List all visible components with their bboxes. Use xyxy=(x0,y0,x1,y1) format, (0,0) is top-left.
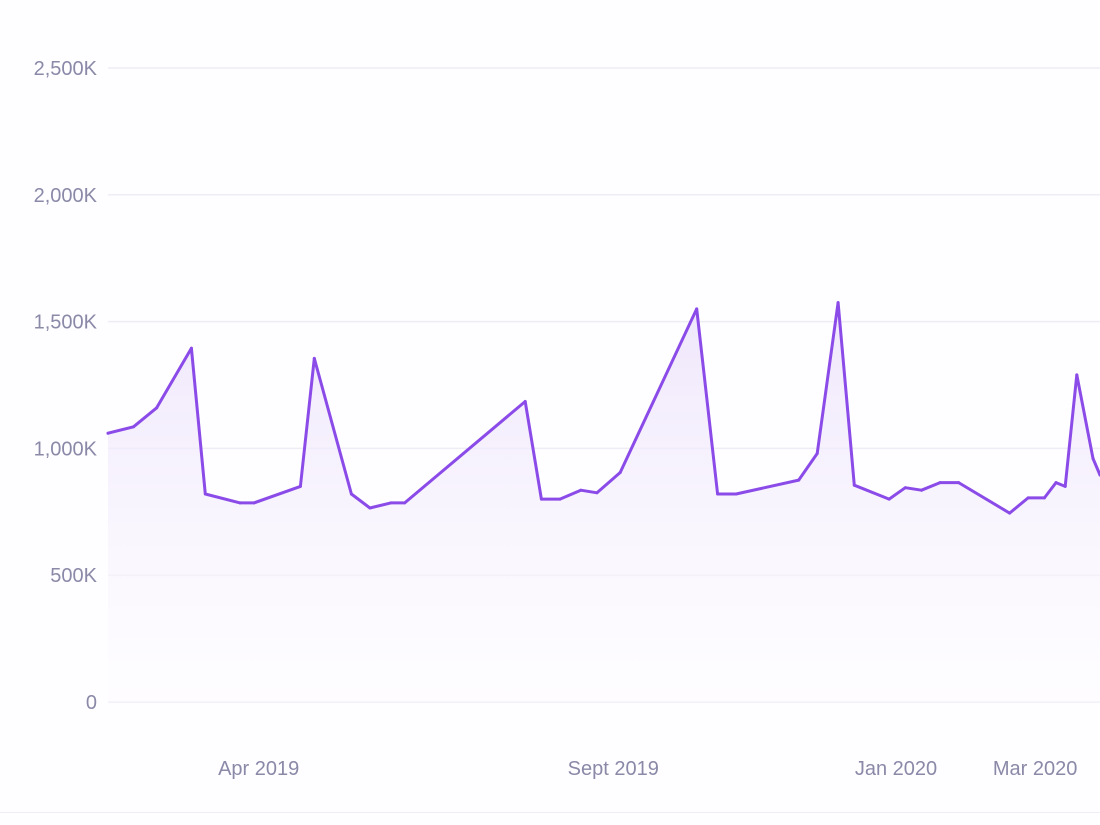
data-point xyxy=(403,501,407,505)
data-point xyxy=(155,406,159,410)
data-point xyxy=(836,301,840,305)
data-point xyxy=(539,497,543,501)
data-point xyxy=(1063,484,1067,488)
data-point xyxy=(523,400,527,403)
x-axis: Apr 2019 Sept 2019 Jan 2020 Mar 2020 xyxy=(218,758,1077,780)
data-point xyxy=(298,484,302,488)
data-point xyxy=(1075,373,1079,377)
data-point xyxy=(920,488,923,492)
data-point xyxy=(349,492,353,496)
y-tick-label: 500K xyxy=(50,565,97,587)
series-line xyxy=(106,301,1100,515)
bottom-divider xyxy=(0,812,1100,813)
data-point xyxy=(815,452,819,455)
data-point xyxy=(734,492,738,496)
data-point xyxy=(203,492,207,496)
series-area xyxy=(108,302,1100,702)
data-point xyxy=(1091,457,1095,460)
y-tick-label: 1,000K xyxy=(34,438,98,460)
data-point xyxy=(957,481,961,485)
data-point xyxy=(106,431,110,435)
y-tick-label: 1,500K xyxy=(34,312,98,334)
data-point xyxy=(132,425,135,429)
data-point xyxy=(312,356,316,360)
x-tick-label: Sept 2019 xyxy=(568,758,659,780)
data-point xyxy=(695,307,699,311)
data-point xyxy=(1008,511,1012,515)
data-point xyxy=(903,486,907,490)
data-point xyxy=(238,501,242,505)
data-point xyxy=(1026,496,1030,500)
data-point xyxy=(579,488,583,492)
data-point xyxy=(189,346,193,350)
y-tick-label: 2,000K xyxy=(34,185,98,207)
x-tick-label: Apr 2019 xyxy=(218,758,299,780)
data-point xyxy=(368,506,372,510)
data-point xyxy=(852,483,856,487)
x-tick-label: Jan 2020 xyxy=(855,758,937,780)
data-point xyxy=(389,501,393,505)
data-point xyxy=(1042,496,1046,500)
y-axis: 0 500K 1,000K 1,500K 2,000K 2,500K xyxy=(34,58,98,714)
data-point xyxy=(716,492,720,496)
data-point xyxy=(887,497,891,501)
data-point xyxy=(1054,481,1058,485)
data-point xyxy=(595,491,599,495)
x-tick-label: Mar 2020 xyxy=(993,758,1078,780)
data-point xyxy=(558,497,562,501)
data-point xyxy=(938,481,942,485)
data-point xyxy=(618,471,622,474)
data-point xyxy=(797,478,801,482)
y-tick-label: 0 xyxy=(86,692,97,714)
y-tick-label: 2,500K xyxy=(34,58,98,80)
data-point xyxy=(252,501,256,505)
series-group xyxy=(106,301,1100,702)
